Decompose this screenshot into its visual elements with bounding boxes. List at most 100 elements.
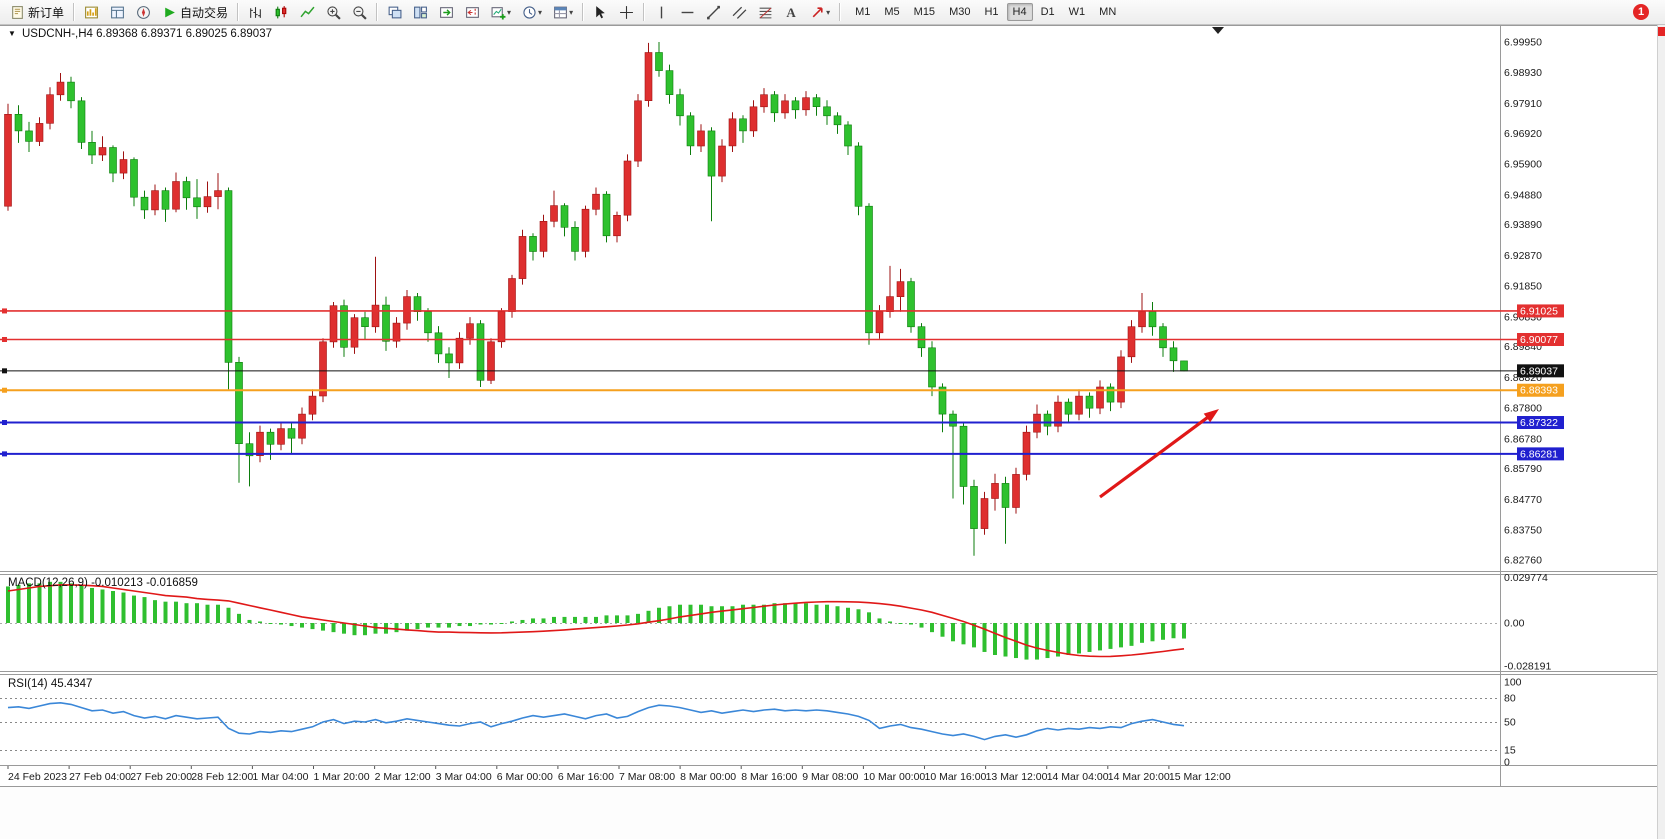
auto-scroll-button[interactable] xyxy=(434,1,458,23)
cursor-button[interactable] xyxy=(588,1,612,23)
price-tag-label: 6.89037 xyxy=(1520,365,1558,377)
candle xyxy=(466,323,474,339)
channel-button[interactable] xyxy=(727,1,751,23)
macd-histogram-bar xyxy=(1108,623,1113,649)
crosshair-button[interactable] xyxy=(614,1,638,23)
macd-histogram-bar xyxy=(415,623,420,630)
toolbar-separator xyxy=(643,3,645,21)
charts-button[interactable] xyxy=(79,1,103,23)
candle xyxy=(697,130,705,147)
new-order-button[interactable]: 新订单 xyxy=(5,1,68,23)
scroll-marker-icon[interactable] xyxy=(1212,27,1224,34)
text-button[interactable]: A xyxy=(779,1,803,23)
chart-shift-button[interactable] xyxy=(460,1,484,23)
hline-handle[interactable] xyxy=(2,420,7,426)
hline-handle[interactable] xyxy=(2,308,7,314)
line-chart-icon xyxy=(299,4,315,20)
templates-button[interactable]: ▾ xyxy=(548,1,577,23)
candle xyxy=(1085,395,1094,409)
zoom-out-button[interactable] xyxy=(347,1,371,23)
macd-histogram-bar xyxy=(331,623,336,633)
candle xyxy=(487,341,495,381)
candle xyxy=(319,341,327,397)
cascade-windows-button[interactable] xyxy=(382,1,406,23)
candle xyxy=(823,106,831,117)
candle xyxy=(67,81,75,102)
macd-histogram-bar xyxy=(856,609,861,623)
macd-histogram-bar xyxy=(510,621,514,623)
macd-histogram-bar xyxy=(258,621,262,623)
fibonacci-button[interactable] xyxy=(753,1,777,23)
horizontal-line-button[interactable] xyxy=(675,1,699,23)
timeframe-m15-button[interactable]: M15 xyxy=(913,6,936,18)
vertical-line-button[interactable] xyxy=(649,1,673,23)
market-watch-icon xyxy=(109,4,125,20)
market-watch-button[interactable] xyxy=(105,1,129,23)
time-label: 6 Mar 00:00 xyxy=(497,771,553,783)
macd-histogram-bar xyxy=(321,623,325,631)
candle xyxy=(560,205,569,228)
timeframe-m1-button[interactable]: M1 xyxy=(855,6,871,18)
macd-histogram-bar xyxy=(163,601,168,623)
candle xyxy=(445,353,453,364)
hline-handle[interactable] xyxy=(2,336,7,342)
candle xyxy=(308,395,317,415)
candle xyxy=(1064,401,1073,415)
bar-chart-button[interactable] xyxy=(243,1,267,23)
candle xyxy=(256,431,264,457)
trendline-button[interactable] xyxy=(701,1,725,23)
macd-histogram-bar xyxy=(1024,623,1029,660)
navigator-button[interactable] xyxy=(131,1,155,23)
zoom-out-icon xyxy=(351,4,367,20)
candle xyxy=(602,193,611,237)
trend-arrow-annotation[interactable] xyxy=(1099,413,1212,499)
macd-histogram-bar xyxy=(573,616,577,623)
candle xyxy=(403,296,411,324)
timeframe-h4-button[interactable]: H4 xyxy=(1006,3,1033,21)
hline-handle[interactable] xyxy=(2,368,7,374)
periods-button[interactable]: ▾ xyxy=(517,1,546,23)
time-label: 14 Mar 20:00 xyxy=(1108,771,1170,783)
auto-trading-button[interactable]: 自动交易 xyxy=(157,1,232,23)
notification-badge[interactable]: 1 xyxy=(1633,4,1649,20)
timeframe-d1-button[interactable]: D1 xyxy=(1040,6,1055,18)
timeframe-m30-button[interactable]: M30 xyxy=(949,6,971,18)
candle xyxy=(56,81,65,96)
candle xyxy=(812,97,821,107)
timeframe-m5-button[interactable]: M5 xyxy=(884,6,900,18)
price-scale-label: 6.96920 xyxy=(1504,128,1542,140)
candle xyxy=(1054,401,1062,427)
macd-scale-label: -0.028191 xyxy=(1504,660,1551,672)
line-chart-button[interactable] xyxy=(295,1,319,23)
horizontal-line-icon xyxy=(679,4,695,20)
arrows-button[interactable]: ▾ xyxy=(805,1,834,23)
time-label: 10 Mar 00:00 xyxy=(863,771,925,783)
hline-handle[interactable] xyxy=(2,451,7,457)
timeframe-w1-button[interactable]: W1 xyxy=(1068,6,1086,18)
symbol-dropdown-icon[interactable]: ▼ xyxy=(8,29,16,38)
fibonacci-icon xyxy=(757,4,773,20)
candlestick-button[interactable] xyxy=(269,1,293,23)
price-tag-label: 6.91025 xyxy=(1520,305,1558,317)
candle xyxy=(35,123,44,142)
macd-histogram-bar xyxy=(814,604,819,623)
timeframe-mn-button[interactable]: MN xyxy=(1099,6,1117,18)
macd-histogram-bar xyxy=(1171,623,1176,639)
macd-histogram-bar xyxy=(342,623,346,634)
zoom-in-button[interactable] xyxy=(321,1,345,23)
hline-handle[interactable] xyxy=(2,387,7,393)
right-scrollbar[interactable] xyxy=(1657,0,1665,839)
price-scale-label: 6.95900 xyxy=(1504,159,1542,171)
candle xyxy=(739,118,747,132)
candle xyxy=(392,322,401,342)
macd-histogram-bar xyxy=(436,623,441,628)
candle xyxy=(130,159,138,198)
timeframe-h1-button[interactable]: H1 xyxy=(984,6,999,18)
rsi-line xyxy=(7,701,1185,741)
candle xyxy=(886,296,894,313)
candle xyxy=(917,326,926,349)
tile-windows-button[interactable] xyxy=(408,1,432,23)
new-chart-button[interactable]: ▾ xyxy=(486,1,515,23)
candle xyxy=(550,205,558,222)
